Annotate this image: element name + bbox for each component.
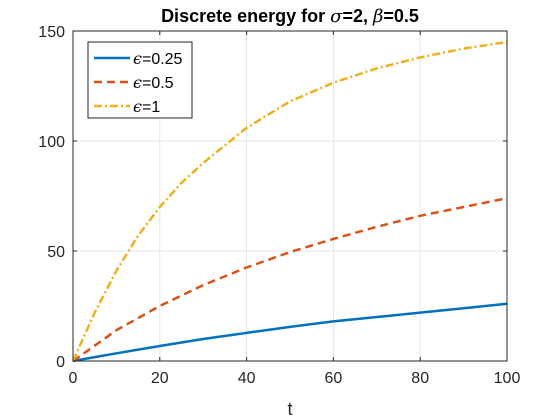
title-prefix: Discrete energy for [161, 6, 330, 26]
chart-title: Discrete energy for σ=2, β=0.5 [161, 6, 419, 27]
x-tick-label: 20 [151, 370, 169, 387]
legend-label-eps-0.25: ϵ=0.25 [133, 49, 183, 68]
legend-value-eps-1: =1 [142, 99, 160, 116]
legend-value-eps-0.5: =0.5 [142, 75, 174, 92]
x-tick-label: 40 [238, 370, 256, 387]
y-tick-label: 150 [38, 24, 65, 41]
legend: ϵ=0.25 ϵ=0.5 ϵ=1 [87, 41, 193, 119]
series-line-0 [72, 302, 508, 363]
x-tick-label: 80 [411, 370, 429, 387]
legend-label-eps-0.5: ϵ=0.5 [133, 73, 174, 92]
x-axis-label: t [287, 399, 292, 419]
x-tick-label: 100 [494, 370, 521, 387]
title-suffix: =0.5 [383, 6, 419, 26]
legend-symbol-eps-0.5: ϵ [133, 73, 142, 92]
series-layer [71, 40, 508, 363]
axis-ticks: 0 20 40 60 80 100 0 50 100 150 [38, 24, 520, 387]
title-beta-symbol: β [372, 6, 383, 27]
x-tick-label: 60 [325, 370, 343, 387]
y-tick-label: 50 [47, 244, 65, 261]
title-mid: =2, [342, 6, 373, 26]
y-tick-label: 0 [56, 354, 65, 371]
y-tick-label: 100 [38, 134, 65, 151]
plot-frame [72, 30, 508, 362]
title-sigma-symbol: σ [330, 6, 343, 27]
series-line-2 [71, 40, 508, 362]
legend-value-eps-0.25: =0.25 [142, 51, 183, 68]
legend-symbol-eps-1: ϵ [133, 97, 142, 116]
x-tick-label: 0 [69, 370, 78, 387]
legend-label-eps-1: ϵ=1 [133, 97, 160, 116]
legend-symbol-eps-0.25: ϵ [133, 49, 142, 68]
